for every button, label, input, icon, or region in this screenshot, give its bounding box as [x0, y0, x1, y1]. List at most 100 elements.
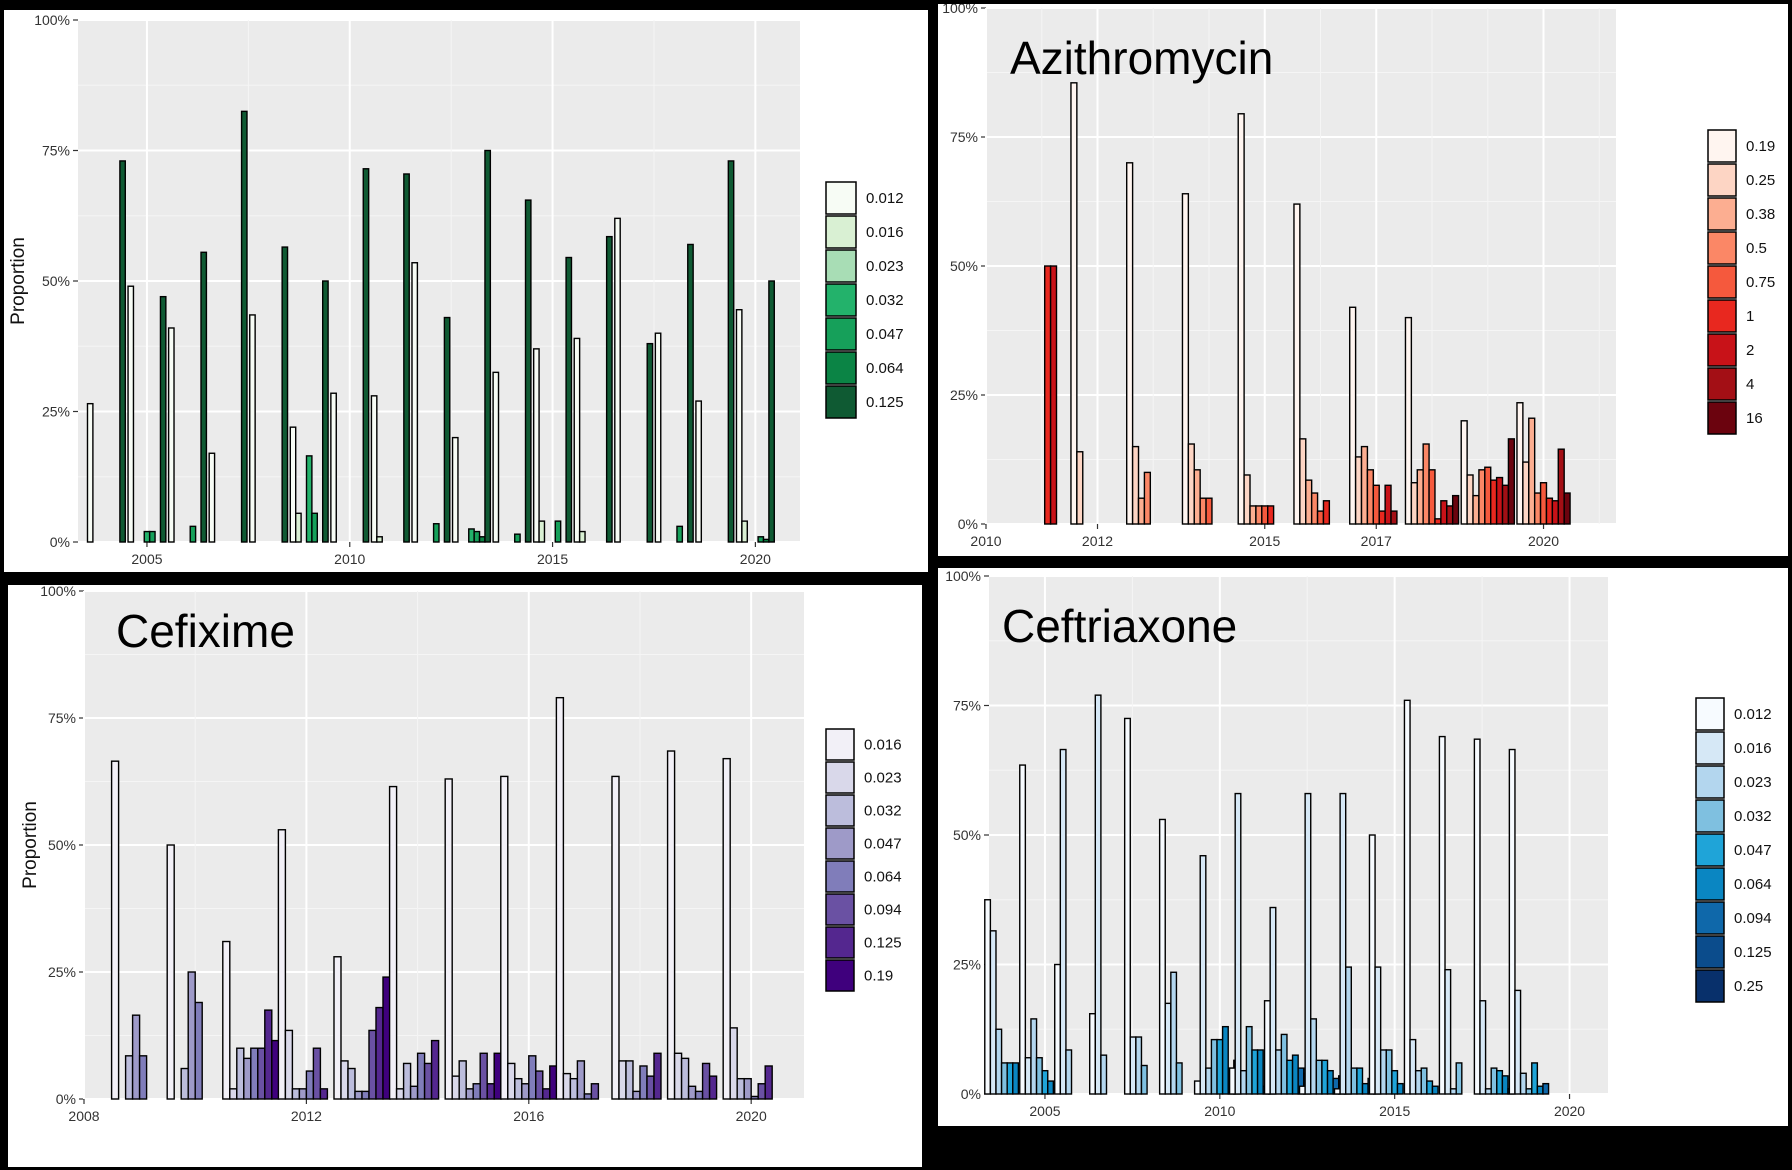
bar [1345, 966, 1353, 1095]
bar [1135, 1036, 1143, 1095]
legend-label: 2 [1746, 342, 1754, 359]
bar [1243, 474, 1251, 525]
x-tick-label: 2017 [1361, 533, 1392, 549]
bar [625, 1060, 634, 1100]
bar [680, 1057, 690, 1100]
x-tick-label: 2015 [1379, 1103, 1410, 1119]
bar [1316, 510, 1325, 525]
bar [1199, 855, 1207, 1095]
bar [340, 1060, 349, 1100]
y-tick-label: 100% [942, 4, 978, 16]
bar [333, 956, 342, 1100]
legend-label: 0.032 [864, 803, 902, 820]
bar [984, 899, 992, 1095]
bar [166, 844, 175, 1100]
bar [1404, 316, 1413, 525]
y-tick-label: 50% [953, 827, 981, 843]
bar [1286, 1059, 1294, 1095]
bar [1321, 1059, 1329, 1095]
legend-swatch [825, 215, 857, 249]
x-tick-label: 2016 [513, 1108, 544, 1124]
legend-swatch [825, 926, 855, 959]
y-tick-label: 25% [42, 404, 70, 420]
bar [708, 1075, 718, 1100]
bar [1528, 417, 1536, 525]
bar [1310, 1018, 1318, 1095]
bar [1426, 1080, 1434, 1095]
bar [605, 235, 613, 543]
bar [687, 1085, 697, 1100]
bar [1409, 1038, 1417, 1095]
legend-label: 0.023 [866, 258, 904, 275]
y-tick-label: 0% [961, 1086, 981, 1102]
bar [478, 536, 486, 543]
legend-swatch [825, 181, 857, 215]
bar [694, 1090, 704, 1100]
bar [1396, 1082, 1404, 1095]
x-tick-label: 2015 [537, 551, 568, 567]
bar [590, 1083, 600, 1100]
bar [1440, 500, 1448, 525]
bar [611, 775, 620, 1100]
bar [257, 1047, 266, 1100]
bar [562, 1072, 572, 1100]
bar [1044, 265, 1052, 525]
x-tick-label: 2005 [1029, 1103, 1060, 1119]
legend-swatch [825, 860, 855, 893]
x-tick-label: 2012 [291, 1108, 322, 1124]
bar [1539, 482, 1548, 525]
legend-swatch [1695, 731, 1725, 765]
legend-label: 0.023 [1734, 774, 1772, 791]
bar [554, 520, 562, 543]
bar [194, 1001, 203, 1100]
bar [722, 757, 731, 1100]
bar [1356, 1067, 1364, 1095]
bar [1349, 306, 1357, 525]
bar [653, 1052, 662, 1100]
bar [295, 512, 302, 543]
bar [409, 1085, 419, 1100]
legend-label: 0.032 [1734, 808, 1772, 825]
bar [639, 1065, 648, 1100]
bar [1545, 497, 1554, 525]
legend-swatch [825, 827, 855, 860]
bar [1428, 469, 1436, 525]
bar [673, 1052, 683, 1100]
bar [1035, 1057, 1043, 1095]
x-tick-label: 2008 [68, 1108, 99, 1124]
bar [138, 1055, 148, 1100]
bar [361, 1090, 370, 1100]
bar [1000, 1062, 1008, 1095]
bar [1354, 456, 1363, 525]
legend-swatch [1695, 901, 1725, 935]
legend-label: 0.023 [864, 770, 902, 787]
legend-label: 0.064 [1734, 876, 1772, 893]
x-tick-label: 2020 [1554, 1103, 1585, 1119]
bar [1496, 1069, 1504, 1095]
y-tick-label: 0% [50, 534, 70, 550]
bar [1525, 1088, 1533, 1095]
x-tick-label: 2005 [131, 551, 162, 567]
bar [311, 512, 319, 543]
legend-label: 0.047 [864, 836, 902, 853]
bar [250, 1047, 259, 1100]
bar [354, 1090, 363, 1100]
bar [86, 402, 94, 543]
bar [1431, 1085, 1439, 1095]
bar [1181, 193, 1190, 525]
bar [727, 160, 735, 543]
legend-label: 0.064 [864, 869, 902, 886]
legend-swatch [825, 959, 855, 992]
y-tick-label: 50% [48, 837, 76, 853]
bar [208, 452, 216, 543]
bar [1563, 492, 1571, 525]
legend-swatch [825, 761, 855, 794]
bar [1490, 479, 1498, 525]
bar [1339, 792, 1347, 1095]
bar [676, 525, 684, 543]
y-tick-label: 50% [42, 273, 70, 289]
bar [695, 400, 703, 543]
bar [1460, 420, 1468, 525]
bar [1030, 1018, 1038, 1095]
bar [1322, 500, 1331, 525]
